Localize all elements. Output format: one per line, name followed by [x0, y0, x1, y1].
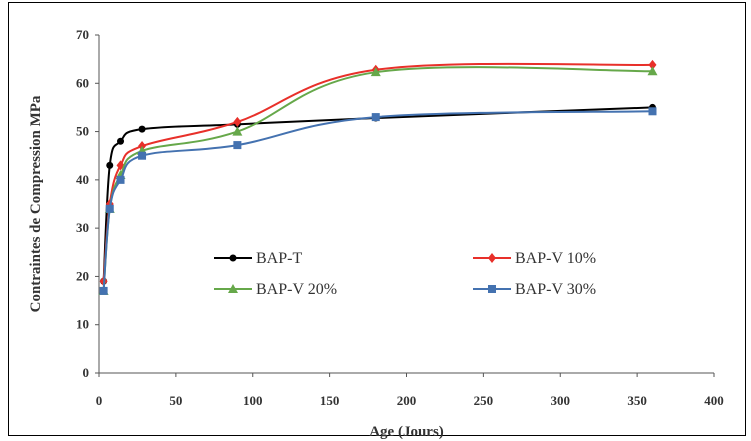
- data-point: [648, 107, 657, 116]
- legend-swatch-marker: [228, 284, 238, 293]
- y-tick-label: 70: [76, 27, 89, 42]
- data-point: [371, 113, 380, 122]
- data-point: [233, 141, 242, 150]
- series-line: [102, 62, 653, 282]
- legend-item: BAP-V 30%: [473, 281, 596, 298]
- y-tick-label: 50: [76, 124, 89, 139]
- legend-label: BAP-V 10%: [515, 250, 596, 267]
- y-axis-title: Contraintes de Compression MPa: [28, 95, 44, 312]
- x-tick-label: 350: [627, 393, 647, 408]
- data-point: [648, 59, 657, 70]
- legend-swatch-marker: [229, 254, 237, 262]
- data-point: [117, 137, 125, 145]
- data-point: [105, 204, 114, 213]
- legend-label: BAP-T: [256, 250, 302, 267]
- x-tick-label: 250: [474, 393, 494, 408]
- y-tick-label: 10: [76, 317, 89, 332]
- data-point: [138, 125, 146, 133]
- legend-label: BAP-V 30%: [515, 281, 596, 298]
- legend-swatch-marker: [488, 285, 496, 293]
- data-point: [232, 126, 243, 136]
- data-point: [106, 161, 114, 169]
- axes: 0 10 20 30 40 50 60 70 0 50 100 150 200 250 300 350 400: [76, 27, 724, 408]
- data-point: [116, 175, 125, 184]
- y-tick-label: 60: [76, 75, 89, 90]
- x-tick-label: 100: [243, 393, 263, 408]
- x-tick-label: 150: [320, 393, 340, 408]
- y-tick-label: 30: [76, 220, 89, 235]
- series-layer: [98, 59, 658, 295]
- x-tick-label: 0: [96, 393, 103, 408]
- x-axis-title: Age (Jours): [369, 424, 444, 440]
- data-point: [233, 116, 242, 127]
- y-tick-label: 40: [76, 172, 89, 187]
- legend-item: BAP-V 10%: [473, 250, 596, 267]
- x-tick-label: 400: [704, 393, 724, 408]
- data-point: [370, 67, 381, 77]
- legend-item: BAP-T: [214, 250, 302, 267]
- y-tick-label: 20: [76, 268, 89, 283]
- legend-swatch-marker: [488, 253, 496, 263]
- legend: BAP-T BAP-V 10% BAP-V 20% BAP-V 30%: [214, 250, 596, 298]
- y-tick-label: 0: [83, 365, 90, 380]
- data-point: [99, 286, 108, 295]
- legend-label: BAP-V 20%: [256, 281, 337, 298]
- series-3: [99, 107, 657, 295]
- x-tick-label: 50: [169, 393, 182, 408]
- x-tick-label: 300: [551, 393, 571, 408]
- data-point: [647, 66, 658, 76]
- x-tick-label: 200: [397, 393, 417, 408]
- legend-item: BAP-V 20%: [214, 281, 337, 298]
- data-point: [138, 151, 147, 160]
